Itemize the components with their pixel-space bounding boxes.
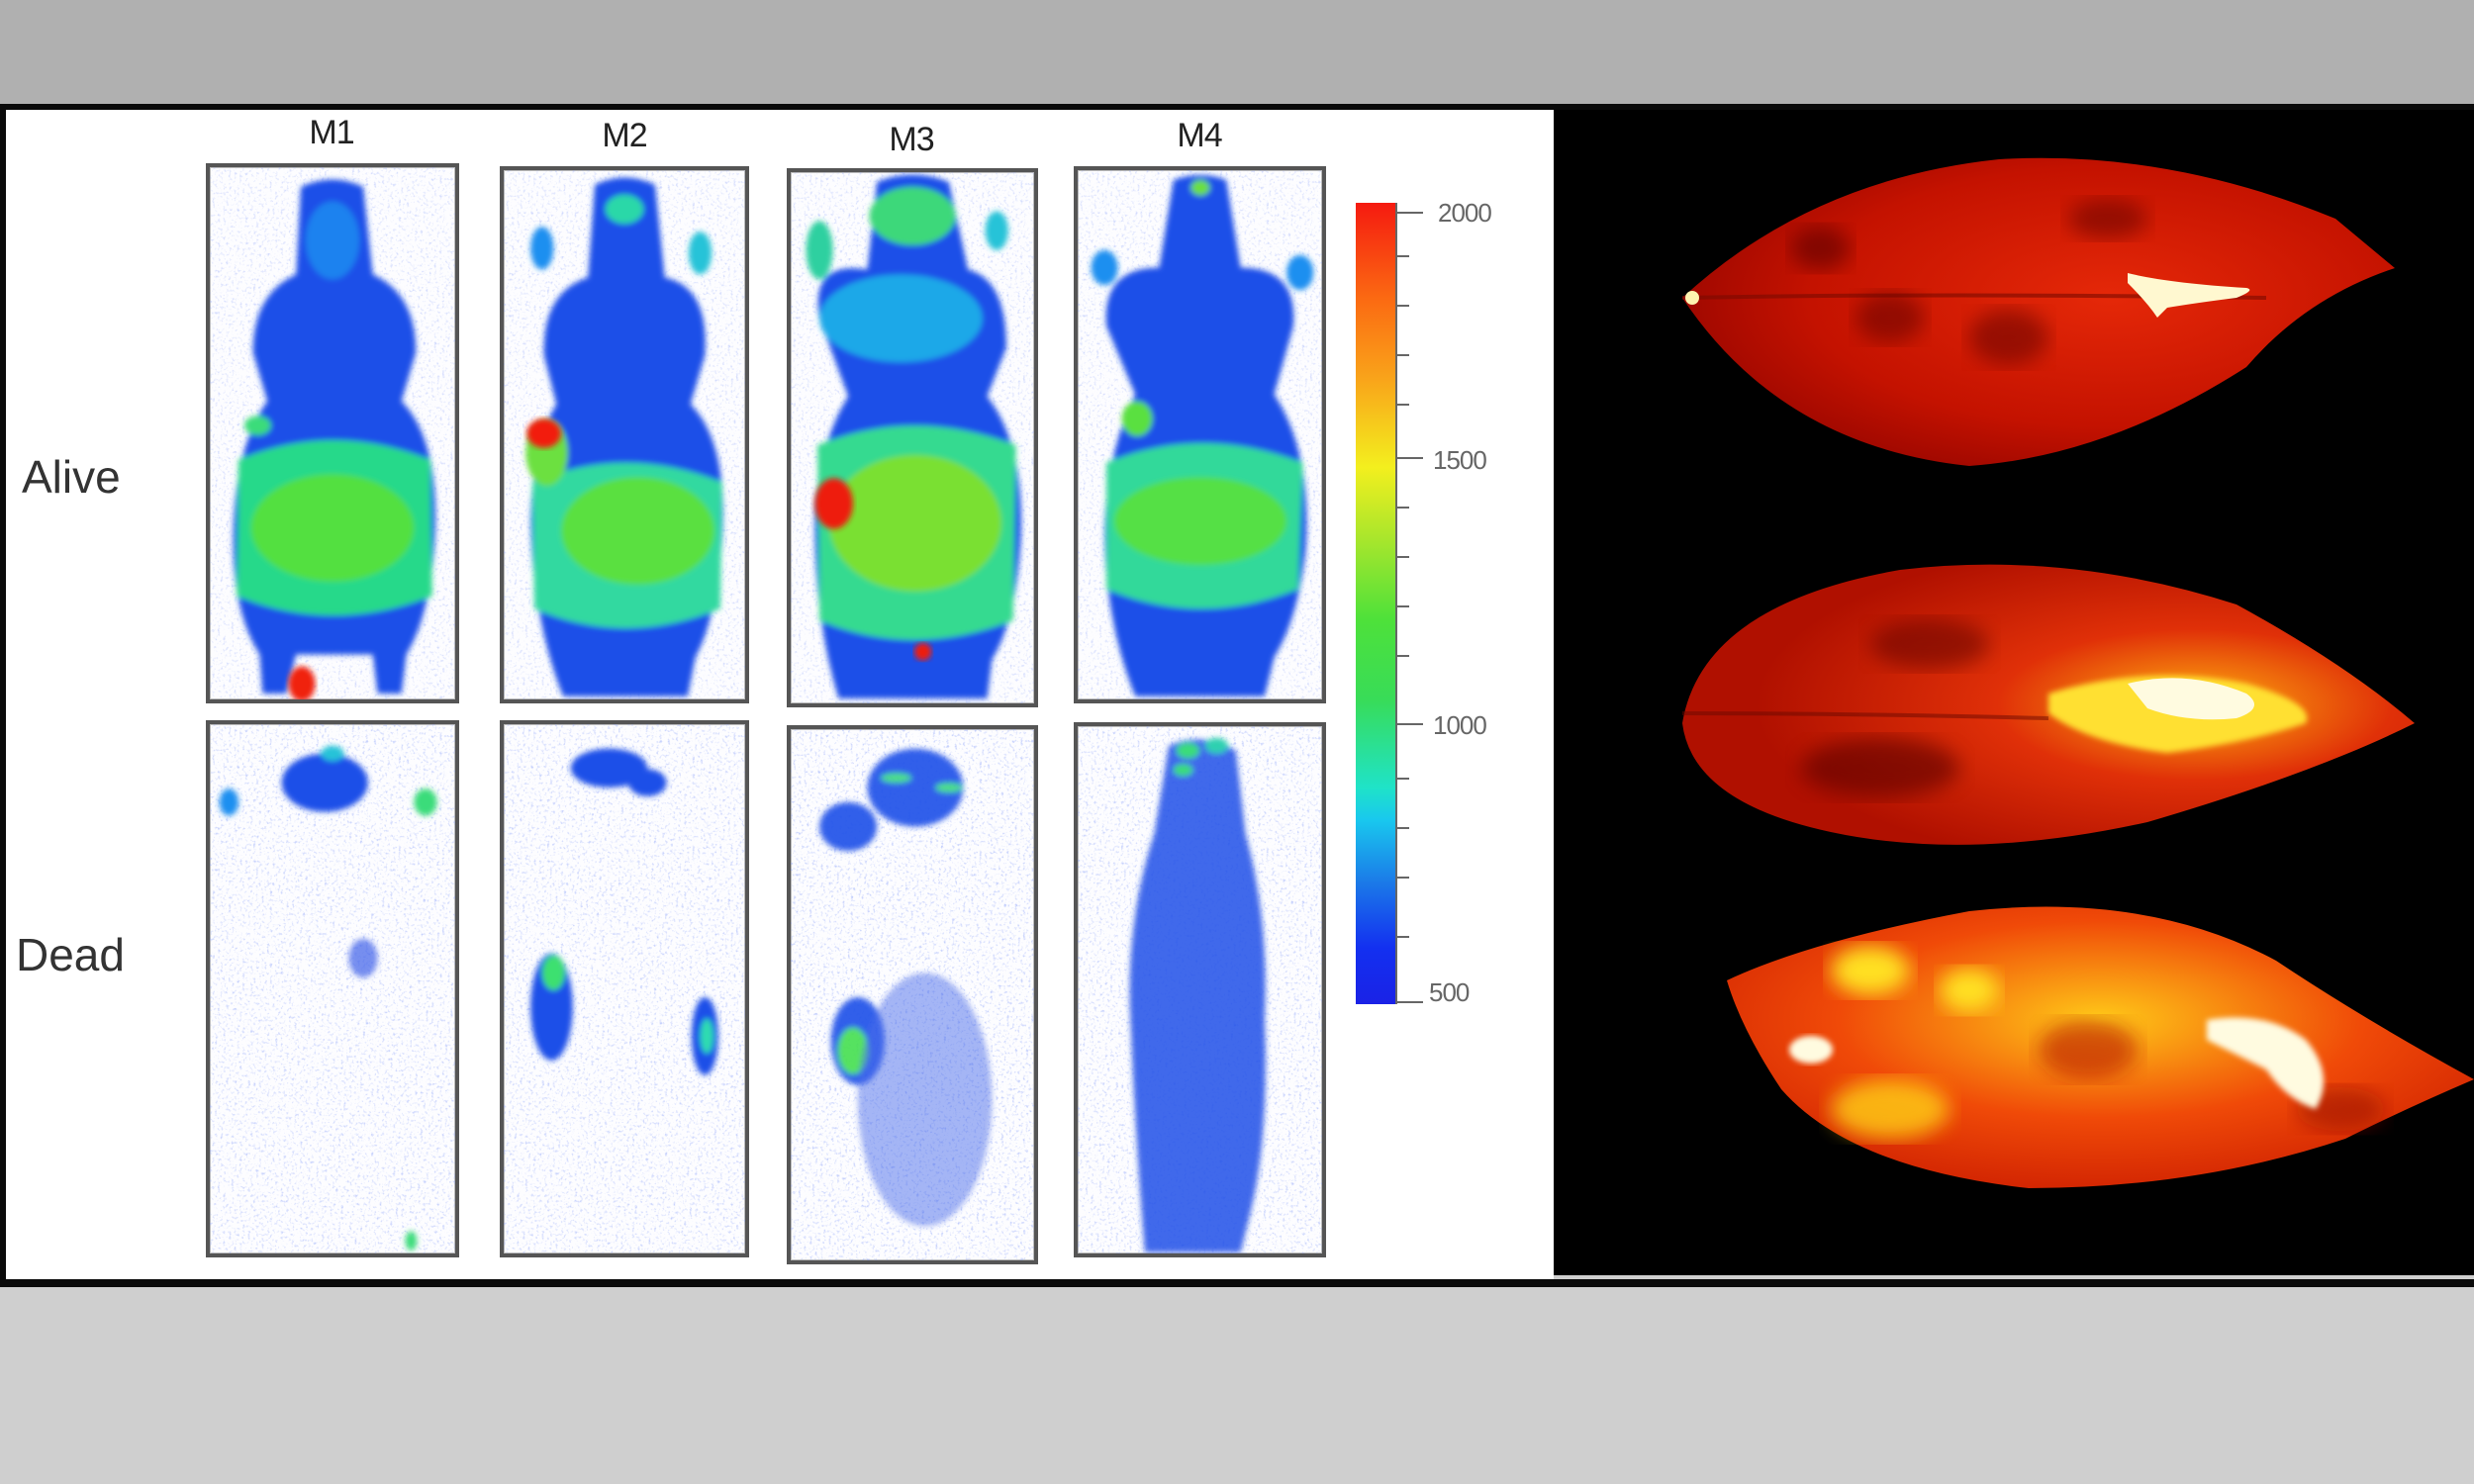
top-gray-band: [0, 0, 2474, 104]
colorbar-tick-minor: [1395, 936, 1409, 938]
leaf-3: [1727, 906, 2474, 1188]
scan-m3-alive: [787, 168, 1038, 707]
colorbar-tick-minor: [1395, 404, 1409, 406]
column-label-m3: M3: [889, 121, 934, 158]
colorbar-label-1500: 1500: [1433, 445, 1487, 475]
colorbar-tick-500: [1395, 1001, 1423, 1003]
colorbar-tick-minor: [1395, 305, 1409, 307]
colorbar-axis: [1395, 203, 1397, 1004]
scan-m2-alive: [500, 166, 749, 703]
scan-m3-dead: [787, 725, 1038, 1264]
colorbar-tick-minor: [1395, 655, 1409, 657]
colorbar-tick-minor: [1395, 605, 1409, 607]
bottom-gray-band: [0, 1287, 2474, 1484]
scan-m4-dead: [1074, 722, 1326, 1257]
frame-border-top: [0, 104, 2474, 110]
leaf-2: [1681, 564, 2415, 845]
colorbar-tick-1500: [1395, 457, 1423, 459]
colorbar-label-2000: 2000: [1438, 198, 1492, 228]
colorbar-label-1000: 1000: [1433, 710, 1487, 740]
row-label-dead: Dead: [16, 929, 125, 980]
frame-border-bottom: [0, 1279, 2474, 1287]
colorbar-tick-minor: [1395, 354, 1409, 356]
colorbar-tick-minor: [1395, 255, 1409, 257]
leaf-1: [1681, 157, 2395, 466]
colorbar-tick-2000: [1395, 212, 1423, 214]
column-label-m1: M1: [309, 114, 354, 151]
scan-m1-alive: [206, 163, 459, 703]
scan-m4-alive: [1074, 166, 1326, 703]
colorbar-label-500: 500: [1429, 977, 1470, 1007]
column-label-m4: M4: [1177, 117, 1222, 154]
column-label-m2: M2: [602, 117, 647, 154]
leaf-fluorescence-panel: [1554, 110, 2474, 1275]
scan-m2-dead: [500, 720, 749, 1257]
row-label-alive: Alive: [22, 451, 121, 503]
scan-m1-dead: [206, 720, 459, 1257]
colorbar-tick-minor: [1395, 507, 1409, 509]
colorbar-tick-minor: [1395, 827, 1409, 829]
colorbar-tick-minor: [1395, 778, 1409, 780]
intensity-colorbar: [1356, 203, 1395, 1004]
colorbar-tick-1000: [1395, 723, 1423, 725]
colorbar-tick-minor: [1395, 556, 1409, 558]
colorbar-tick-minor: [1395, 877, 1409, 879]
